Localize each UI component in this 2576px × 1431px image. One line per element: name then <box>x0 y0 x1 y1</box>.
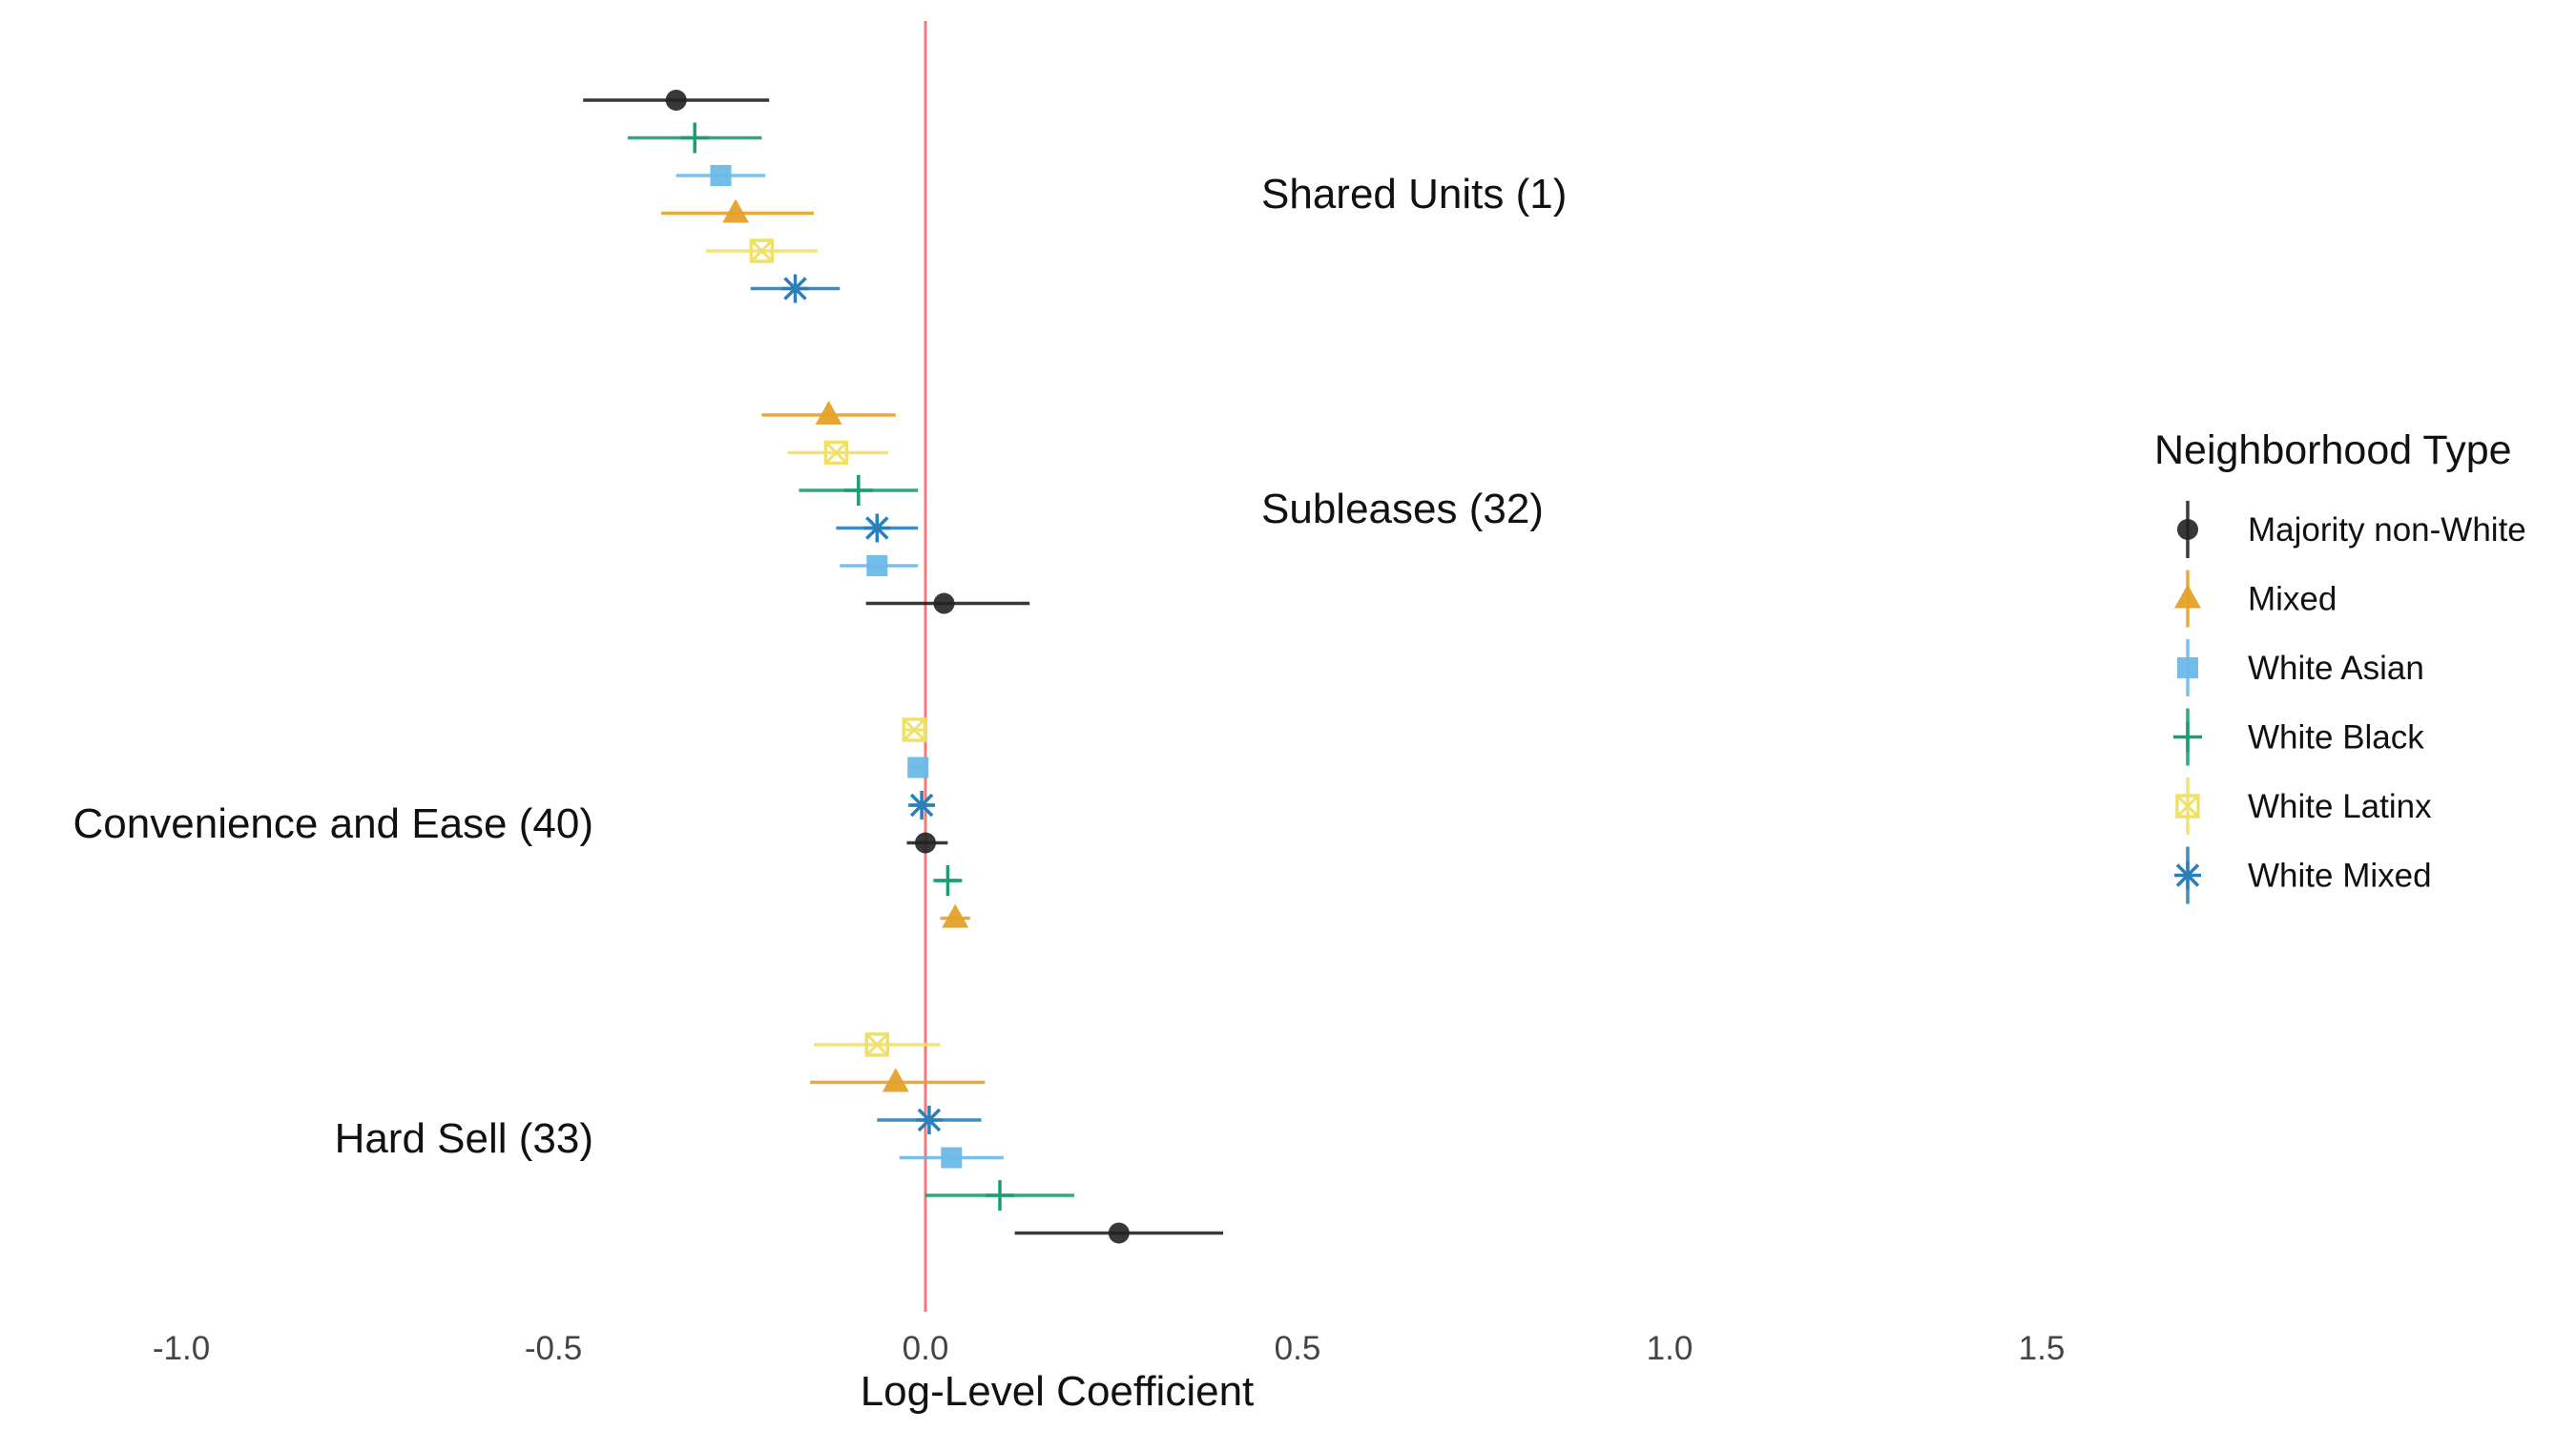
data-point <box>863 513 891 543</box>
data-point <box>942 903 969 928</box>
marker-shape <box>903 717 926 742</box>
marker-shape <box>865 1032 889 1057</box>
marker-shape <box>2175 863 2200 887</box>
marker-shape <box>933 592 955 614</box>
data-point <box>749 238 775 263</box>
group-label: Subleases (32) <box>1261 486 1544 532</box>
marker-shape <box>815 401 842 425</box>
marker-shape <box>749 238 775 263</box>
legend-label: Mixed <box>2248 581 2337 618</box>
legend-key-marker <box>2177 519 2198 540</box>
data-point <box>781 274 809 303</box>
marker-shape <box>907 757 929 778</box>
data-point <box>907 757 929 778</box>
marker-shape <box>2177 657 2198 678</box>
legend-key-marker <box>2173 721 2202 753</box>
data-point <box>933 865 963 896</box>
data-point <box>902 717 927 742</box>
data-point <box>710 165 732 186</box>
legend-key-marker <box>2175 794 2200 819</box>
marker-shape <box>2175 794 2200 819</box>
x-tick-label: -1.0 <box>153 1330 210 1367</box>
data-point <box>665 90 687 111</box>
x-tick-label: 0.5 <box>1275 1330 1321 1367</box>
marker-shape <box>750 238 774 263</box>
group-label: Shared Units (1) <box>1261 171 1567 218</box>
legend-key-marker <box>2177 657 2198 678</box>
legend-item: Majority non-White <box>2177 501 2526 558</box>
x-axis: Log-Level Coefficient -1.0 -0.5 0.0 0.5 1.0 1… <box>153 1330 2065 1415</box>
marker-shape <box>864 1032 890 1057</box>
x-tick-label: 1.5 <box>2019 1330 2066 1367</box>
marker-shape <box>2175 794 2200 819</box>
legend-key-marker <box>2174 861 2201 890</box>
marker-shape <box>866 555 888 576</box>
data-point <box>933 592 955 614</box>
marker-shape <box>1108 1222 1130 1244</box>
marker-shape <box>823 440 849 466</box>
data-point <box>843 475 873 506</box>
data-point <box>915 832 936 854</box>
group-label: Convenience and Ease (40) <box>73 800 593 847</box>
group-labels-layer: Shared Units (1) Subleases (32) Convenienc… <box>73 171 1568 1162</box>
data-point <box>823 440 849 466</box>
marker-shape <box>710 165 732 186</box>
legend-label: White Mixed <box>2248 858 2432 895</box>
marker-shape <box>941 1147 963 1169</box>
marker-shape <box>909 793 934 818</box>
x-tick-label: 1.0 <box>1647 1330 1693 1367</box>
marker-shape <box>902 717 927 742</box>
marker-shape <box>915 832 936 854</box>
data-point <box>986 1180 1014 1211</box>
data-point <box>915 1106 943 1134</box>
x-tick-label: -0.5 <box>525 1330 582 1367</box>
legend-label: White Asian <box>2248 650 2424 687</box>
legend-item: White Mixed <box>2174 846 2432 904</box>
x-axis-title: Log-Level Coefficient <box>861 1368 1255 1415</box>
legend-item: Mixed <box>2174 570 2337 628</box>
legend-label: Majority non-White <box>2248 511 2526 549</box>
data-point <box>722 198 750 223</box>
legend-item: White Latinx <box>2175 778 2432 835</box>
marker-shape <box>824 441 848 465</box>
data-point <box>908 791 936 819</box>
data-point <box>864 1032 890 1057</box>
marker-shape <box>2177 519 2198 540</box>
error-bars-layer <box>583 98 1223 1235</box>
marker-shape <box>865 516 889 540</box>
group-label: Hard Sell (33) <box>335 1115 593 1162</box>
x-tick-label: 0.0 <box>903 1330 949 1367</box>
points-layer <box>665 90 1130 1244</box>
marker-shape <box>783 277 807 301</box>
data-point <box>882 1068 909 1092</box>
marker-shape <box>942 903 969 928</box>
marker-shape <box>722 198 750 223</box>
legend-label: White Latinx <box>2248 788 2432 825</box>
legend-key-marker <box>2174 584 2201 609</box>
legend-item: White Asian <box>2177 639 2424 696</box>
data-point <box>1108 1222 1130 1244</box>
marker-shape <box>665 90 687 111</box>
data-point <box>680 122 710 154</box>
legend-title: Neighborhood Type <box>2154 427 2512 473</box>
marker-shape <box>917 1108 942 1132</box>
data-point <box>866 555 888 576</box>
data-point <box>941 1147 963 1169</box>
legend-label: White Black <box>2248 719 2424 757</box>
marker-shape <box>2174 584 2201 609</box>
legend: Neighborhood Type Majority non-White Mixe… <box>2154 427 2526 904</box>
data-point <box>815 401 842 425</box>
marker-shape <box>882 1068 909 1092</box>
legend-item: White Black <box>2173 708 2424 766</box>
